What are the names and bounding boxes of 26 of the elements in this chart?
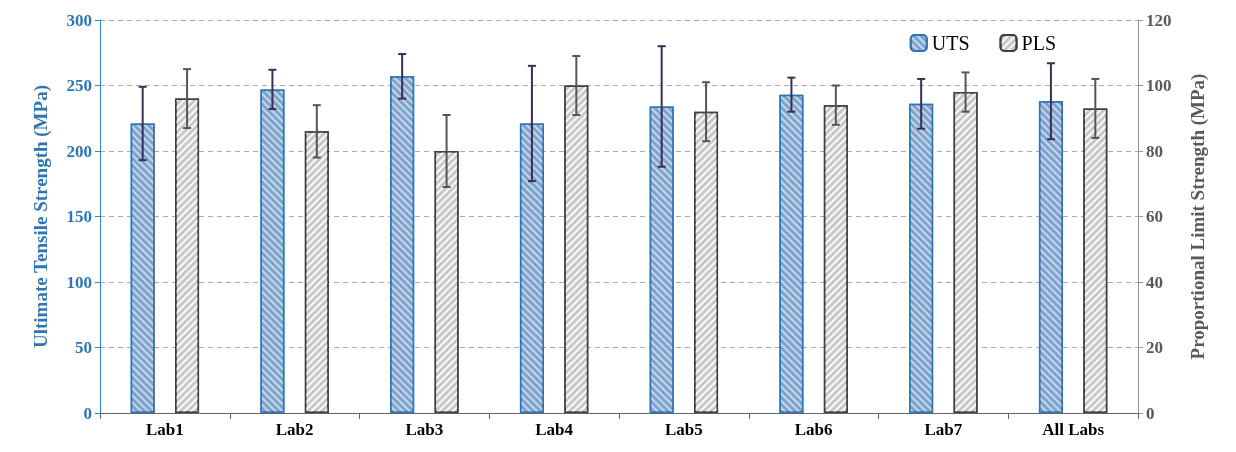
y2-tick-label: 120	[1146, 10, 1172, 30]
y2-axis-title: Proportional Limit Strength (MPa)	[1187, 73, 1209, 360]
legend-label: PLS	[1021, 32, 1057, 54]
y2-tick-label: 80	[1146, 141, 1163, 161]
y2-tick-label: 40	[1146, 272, 1163, 292]
x-tick-label: Lab1	[145, 420, 184, 439]
x-tick-label: Lab7	[924, 420, 963, 439]
y-tick-label: 300	[66, 10, 92, 30]
x-tick-label: Lab5	[664, 420, 703, 439]
legend-label: UTS	[931, 32, 970, 54]
y2-tick-label: 100	[1146, 76, 1172, 95]
y-tick-label: 200	[66, 141, 92, 161]
y-tick-label: 250	[66, 76, 92, 95]
x-tick-label: Lab6	[794, 420, 833, 439]
y2-tick-label: 0	[1146, 403, 1155, 423]
y-tick-label: 0	[83, 403, 92, 423]
x-tick-label: Lab4	[535, 420, 574, 439]
y2-tick-label: 60	[1146, 207, 1163, 226]
y-tick-label: 50	[75, 338, 92, 357]
y2-tick-label: 20	[1146, 338, 1163, 357]
y-tick-label: 150	[66, 207, 92, 226]
x-tick-label: Lab2	[275, 420, 314, 439]
x-tick-label: All Labs	[1042, 420, 1105, 439]
y-axis-title: Ultimate Tensile Strength (MPa)	[30, 85, 52, 348]
y-tick-label: 100	[66, 272, 92, 292]
x-tick-label: Lab3	[405, 420, 444, 439]
